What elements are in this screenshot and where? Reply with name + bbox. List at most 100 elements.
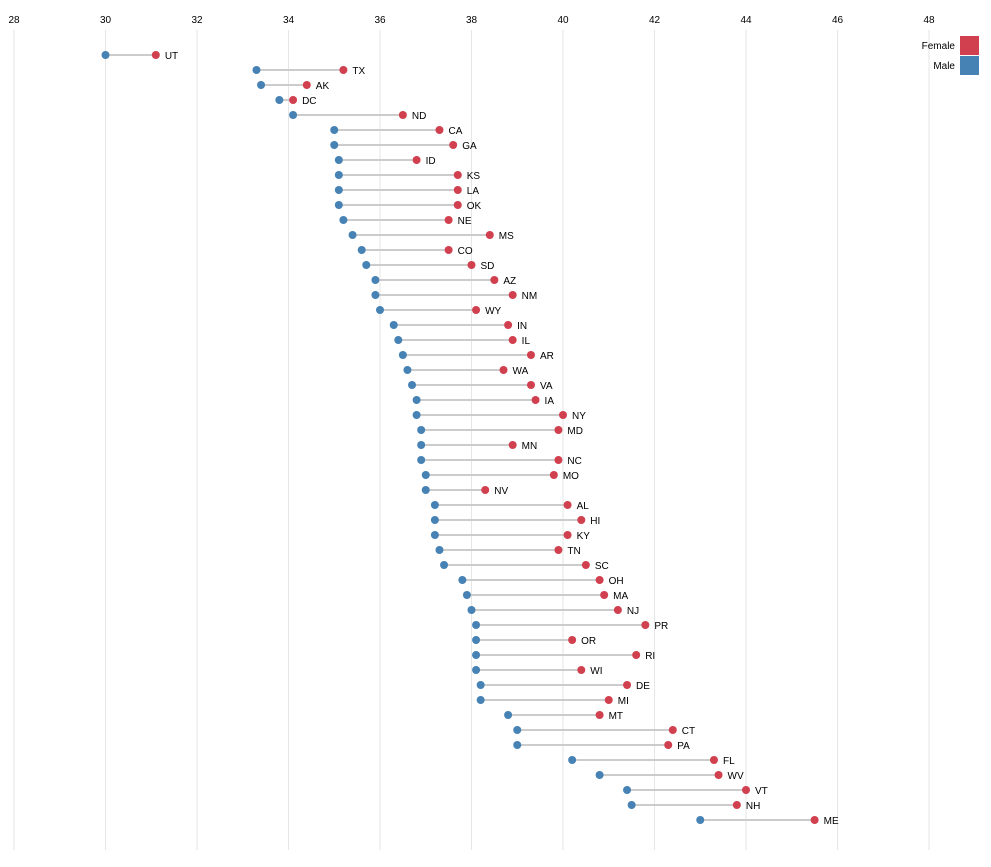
row-sd: SD [362,261,494,272]
legend-label-male: Male [933,61,955,72]
female-point [398,111,407,119]
female-point [554,546,563,554]
female-point [554,456,563,464]
state-label: RI [645,651,655,662]
female-point [508,291,517,299]
state-label: NH [746,801,760,812]
state-label: LA [467,186,480,197]
state-label: IL [522,336,531,347]
male-point [440,561,449,569]
male-point [435,546,444,554]
state-label: NM [522,291,538,302]
male-point [467,606,476,614]
state-label: MT [609,711,623,722]
female-point [709,756,718,764]
state-label: KS [467,171,481,182]
male-point [371,291,380,299]
state-label: NE [458,216,472,227]
x-tick-label-48: 48 [923,15,935,26]
state-label: WA [513,366,529,377]
row-nh: NH [627,801,760,812]
row-nv: NV [421,486,508,497]
row-il: IL [394,336,530,347]
x-tick-label-44: 44 [740,15,752,26]
x-tick-label-46: 46 [832,15,844,26]
row-nj: NJ [467,606,639,617]
male-point [362,261,371,269]
male-point [595,771,604,779]
state-label: OH [609,576,624,587]
state-label: CA [448,126,462,137]
female-point [485,231,494,239]
male-point [627,801,636,809]
state-label: NJ [627,606,639,617]
legend-swatch-male [960,56,979,75]
state-label: UT [165,51,178,62]
male-point [101,51,110,59]
state-label: TX [352,66,365,77]
male-point [376,306,384,314]
row-va: VA [408,381,553,392]
state-label: IN [517,321,527,332]
female-point [577,666,586,674]
state-label: NC [567,456,581,467]
male-point [462,591,471,599]
row-co: CO [357,246,473,257]
female-point [531,396,540,404]
row-me: ME [696,816,839,827]
x-tick-label-42: 42 [649,15,661,26]
male-point [430,501,439,509]
state-label: CO [458,246,473,257]
state-label: AR [540,351,554,362]
row-mn: MN [417,441,537,452]
female-point [600,591,609,599]
female-point [151,51,160,59]
state-label: WV [728,771,744,782]
female-point [595,576,604,584]
female-point [302,81,311,89]
female-point [467,261,476,269]
row-nc: NC [417,456,582,467]
female-point [563,501,572,509]
female-point [581,561,590,569]
row-oh: OH [458,576,624,587]
male-point [330,126,339,134]
state-label: NV [494,486,508,497]
state-label: WI [590,666,602,677]
female-point [641,621,650,629]
male-point [389,321,398,329]
male-point [513,741,522,749]
male-point [257,81,266,89]
female-point [508,336,517,344]
row-fl: FL [568,756,735,767]
male-point [696,816,705,824]
female-point [449,141,458,149]
legend-swatch-female [960,36,979,55]
male-point [403,366,412,374]
row-mi: MI [476,696,629,707]
male-point [394,336,403,344]
row-nm: NM [371,291,537,302]
male-point [417,456,426,464]
female-point [504,321,513,329]
female-point [742,786,750,794]
x-tick-label-28: 28 [8,15,20,26]
row-ma: MA [462,591,629,602]
male-point [472,651,481,659]
female-point [554,426,563,434]
male-point [275,96,284,104]
female-point [508,441,517,449]
female-point [559,411,567,419]
row-nd: ND [289,111,426,122]
male-point [421,486,430,494]
state-label: PR [654,621,668,632]
x-tick-label-36: 36 [374,15,386,26]
state-label: VA [540,381,553,392]
female-point [499,366,508,374]
row-la: LA [334,186,480,197]
state-label: KY [577,531,591,542]
male-point [472,621,481,629]
state-label: MD [567,426,583,437]
female-point [613,606,622,614]
row-ak: AK [257,81,329,92]
